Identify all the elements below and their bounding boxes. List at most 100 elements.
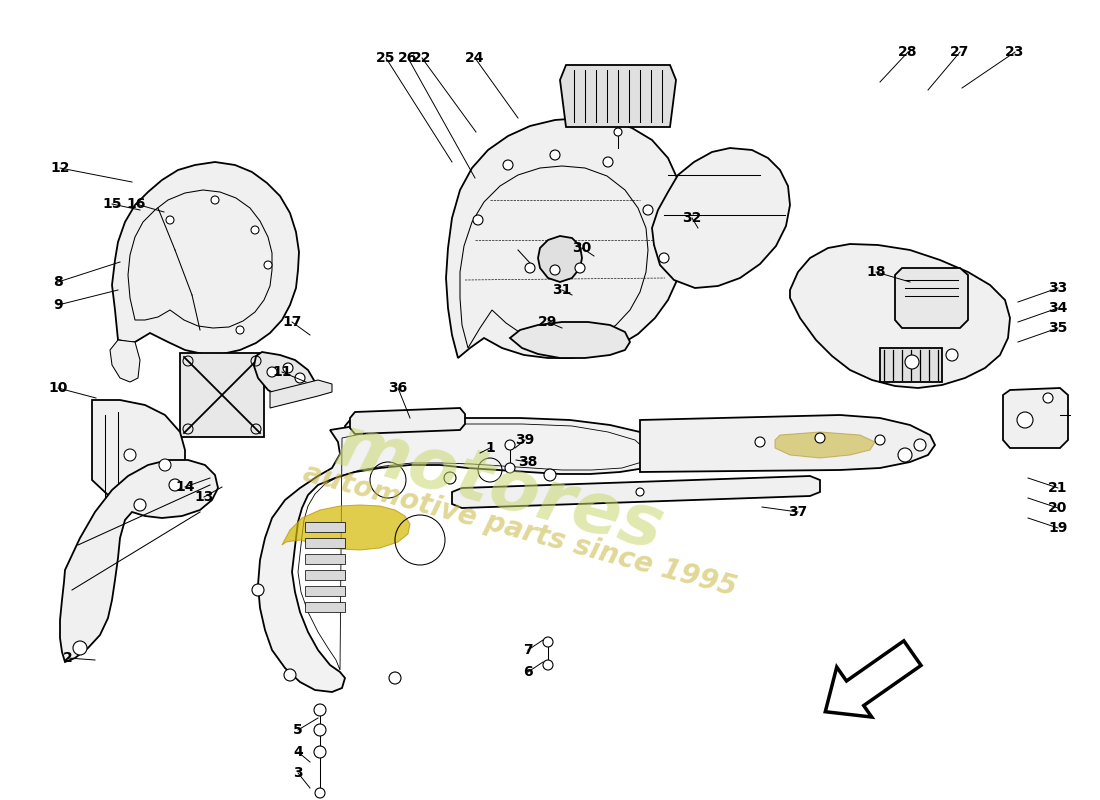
Polygon shape bbox=[895, 268, 968, 328]
Circle shape bbox=[550, 150, 560, 160]
Polygon shape bbox=[305, 522, 345, 532]
Circle shape bbox=[267, 367, 277, 377]
Circle shape bbox=[264, 261, 272, 269]
Text: 13: 13 bbox=[195, 490, 213, 504]
Polygon shape bbox=[538, 236, 582, 282]
Text: 7: 7 bbox=[524, 643, 532, 657]
Text: 31: 31 bbox=[552, 283, 572, 297]
Text: 34: 34 bbox=[1048, 301, 1068, 315]
Circle shape bbox=[525, 263, 535, 273]
Circle shape bbox=[914, 439, 926, 451]
Circle shape bbox=[73, 641, 87, 655]
Text: automotive parts since 1995: automotive parts since 1995 bbox=[300, 458, 740, 602]
Circle shape bbox=[644, 205, 653, 215]
Circle shape bbox=[898, 448, 912, 462]
Circle shape bbox=[505, 440, 515, 450]
Text: 14: 14 bbox=[175, 480, 195, 494]
Polygon shape bbox=[60, 460, 218, 662]
Polygon shape bbox=[112, 162, 299, 354]
Text: 39: 39 bbox=[516, 433, 535, 447]
Circle shape bbox=[211, 196, 219, 204]
Text: 9: 9 bbox=[53, 298, 63, 312]
Text: 33: 33 bbox=[1048, 281, 1068, 295]
Text: 19: 19 bbox=[1048, 521, 1068, 535]
Polygon shape bbox=[305, 602, 345, 612]
Text: 28: 28 bbox=[899, 45, 917, 59]
Text: 8: 8 bbox=[53, 275, 63, 289]
Text: 15: 15 bbox=[102, 197, 122, 211]
Text: 10: 10 bbox=[48, 381, 68, 395]
Circle shape bbox=[1018, 412, 1033, 428]
Circle shape bbox=[614, 128, 622, 136]
Text: 22: 22 bbox=[412, 51, 431, 65]
Text: 23: 23 bbox=[1005, 45, 1025, 59]
Circle shape bbox=[314, 724, 326, 736]
Text: 2: 2 bbox=[63, 651, 73, 665]
Text: 37: 37 bbox=[789, 505, 807, 519]
Polygon shape bbox=[1003, 388, 1068, 448]
Circle shape bbox=[314, 746, 326, 758]
Circle shape bbox=[295, 373, 305, 383]
Polygon shape bbox=[510, 322, 630, 358]
Circle shape bbox=[543, 637, 553, 647]
Polygon shape bbox=[825, 641, 921, 717]
Polygon shape bbox=[92, 400, 185, 505]
Circle shape bbox=[389, 672, 402, 684]
Circle shape bbox=[251, 226, 258, 234]
Circle shape bbox=[503, 160, 513, 170]
Polygon shape bbox=[258, 418, 666, 692]
Circle shape bbox=[252, 584, 264, 596]
Circle shape bbox=[315, 788, 324, 798]
Circle shape bbox=[575, 263, 585, 273]
Polygon shape bbox=[270, 380, 332, 408]
Polygon shape bbox=[640, 415, 935, 472]
Circle shape bbox=[473, 215, 483, 225]
Polygon shape bbox=[452, 476, 820, 508]
Polygon shape bbox=[790, 244, 1010, 388]
Polygon shape bbox=[305, 570, 345, 580]
Text: 6: 6 bbox=[524, 665, 532, 679]
Circle shape bbox=[1043, 393, 1053, 403]
Circle shape bbox=[236, 326, 244, 334]
Text: 35: 35 bbox=[1048, 321, 1068, 335]
Circle shape bbox=[905, 355, 918, 369]
Circle shape bbox=[283, 363, 293, 373]
Text: 4: 4 bbox=[293, 745, 303, 759]
Polygon shape bbox=[560, 65, 676, 127]
Text: 32: 32 bbox=[682, 211, 702, 225]
Circle shape bbox=[543, 660, 553, 670]
Polygon shape bbox=[110, 340, 140, 382]
Circle shape bbox=[160, 459, 170, 471]
Circle shape bbox=[124, 449, 136, 461]
Polygon shape bbox=[350, 408, 465, 434]
Text: 11: 11 bbox=[273, 365, 292, 379]
Text: 17: 17 bbox=[283, 315, 301, 329]
Polygon shape bbox=[305, 554, 345, 564]
Text: 24: 24 bbox=[465, 51, 485, 65]
Text: 3: 3 bbox=[294, 766, 302, 780]
Circle shape bbox=[284, 669, 296, 681]
Circle shape bbox=[169, 479, 182, 491]
Circle shape bbox=[505, 463, 515, 473]
Polygon shape bbox=[446, 118, 685, 358]
Circle shape bbox=[659, 253, 669, 263]
Text: 16: 16 bbox=[126, 197, 145, 211]
Polygon shape bbox=[180, 353, 264, 437]
Text: 5: 5 bbox=[293, 723, 303, 737]
Circle shape bbox=[314, 704, 326, 716]
Text: 12: 12 bbox=[51, 161, 69, 175]
Polygon shape bbox=[652, 148, 790, 288]
Text: motores: motores bbox=[329, 411, 671, 565]
Circle shape bbox=[134, 499, 146, 511]
Circle shape bbox=[603, 157, 613, 167]
Text: 20: 20 bbox=[1048, 501, 1068, 515]
Polygon shape bbox=[776, 432, 875, 458]
Circle shape bbox=[636, 488, 644, 496]
Polygon shape bbox=[345, 415, 465, 443]
Circle shape bbox=[946, 349, 958, 361]
Text: 25: 25 bbox=[376, 51, 396, 65]
Polygon shape bbox=[880, 348, 942, 382]
Polygon shape bbox=[305, 586, 345, 596]
Text: 18: 18 bbox=[867, 265, 886, 279]
Text: 38: 38 bbox=[518, 455, 538, 469]
